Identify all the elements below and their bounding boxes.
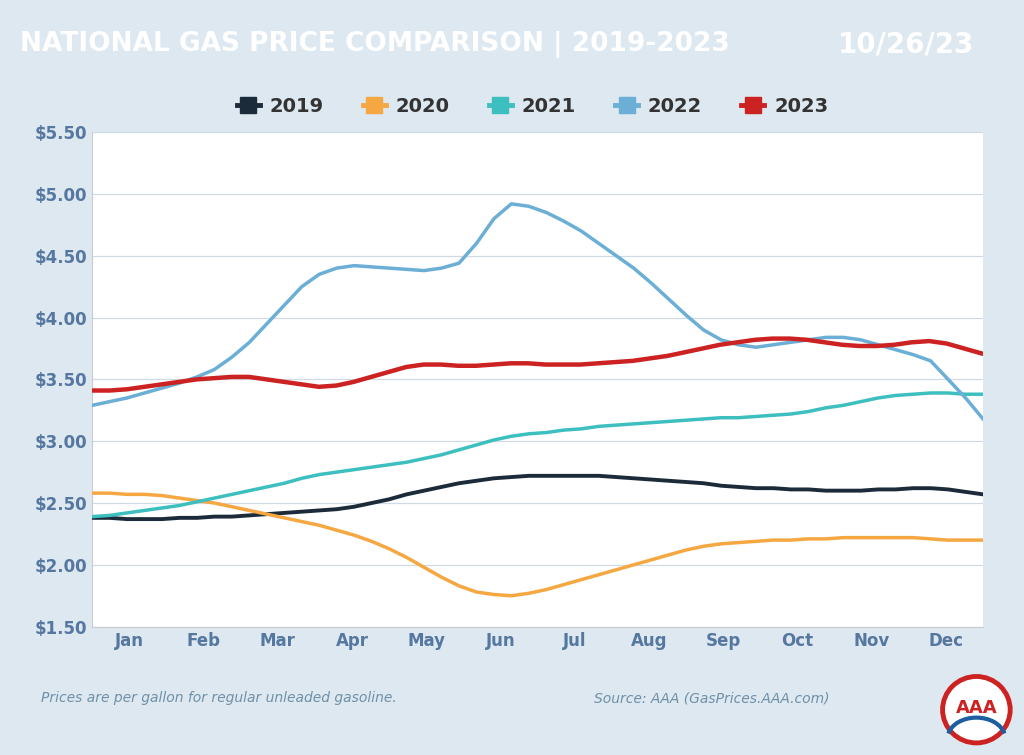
Legend: 2019, 2020, 2021, 2022, 2023: 2019, 2020, 2021, 2022, 2023 (229, 89, 836, 124)
Text: Source: AAA (GasPrices.AAA.com): Source: AAA (GasPrices.AAA.com) (594, 692, 829, 705)
Text: 10/26/23: 10/26/23 (838, 30, 975, 58)
Text: NATIONAL GAS PRICE COMPARISON | 2019-2023: NATIONAL GAS PRICE COMPARISON | 2019-202… (19, 31, 729, 57)
Text: Prices are per gallon for regular unleaded gasoline.: Prices are per gallon for regular unlead… (41, 692, 396, 705)
Ellipse shape (942, 676, 1010, 743)
Text: AAA: AAA (955, 699, 997, 717)
